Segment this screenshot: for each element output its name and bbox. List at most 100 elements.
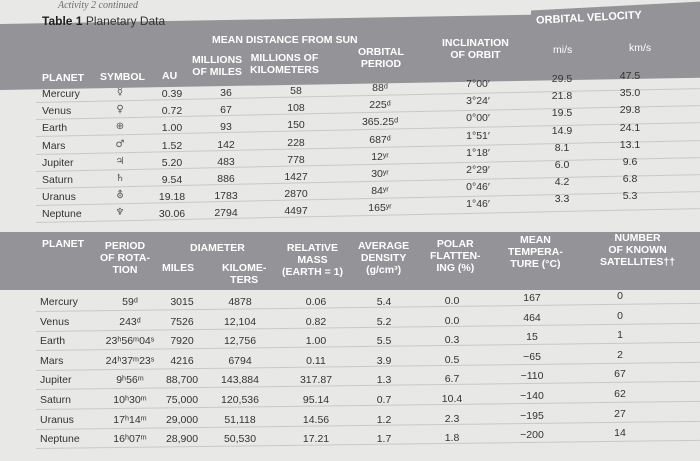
cell-diameter-miles: 88,700 (165, 374, 199, 387)
cell-mean-temperature: −200 (520, 429, 544, 442)
cell-au: 19.18 (158, 191, 186, 204)
table-label: Table 1 (42, 14, 83, 28)
cell-diameter-km: 50,530 (223, 433, 257, 446)
cell-mean-temperature: −65 (523, 350, 541, 363)
cell-diameter-miles: 7526 (170, 315, 194, 328)
header-diameter: DIAMETER (190, 242, 245, 254)
cell-relative-mass: 0.06 (305, 296, 327, 308)
header-relative-mass: RELATIVE MASS (EARTH = 1) (282, 242, 343, 278)
cell-period: 12ʸʳ (371, 150, 389, 163)
cell-relative-mass: 95.14 (302, 394, 330, 406)
cell-mean-temperature: 464 (523, 311, 541, 324)
cell-mean-temperature: 15 (526, 331, 538, 344)
cell-planet: Mars (42, 139, 66, 152)
cell-diameter-km: 4878 (228, 296, 252, 308)
cell-diameter-miles: 29,000 (165, 413, 199, 426)
cell-rotation: 16ʰ07ᵐ (113, 433, 147, 446)
cell-symbol: ♃ (115, 155, 125, 167)
cell-polar-flattening: 0.5 (444, 353, 460, 366)
cell-period: 365.25ᵈ (361, 116, 399, 129)
cell-au: 30.06 (158, 208, 186, 221)
cell-miles: 67 (220, 104, 232, 117)
cell-velocity-kmps: 13.1 (619, 138, 641, 151)
cell-au: 0.39 (161, 88, 183, 100)
cell-polar-flattening: 0.0 (444, 314, 460, 327)
cell-inclination: 3°24′ (466, 95, 490, 108)
cell-satellites: 27 (614, 407, 626, 420)
cell-rotation: 24ʰ37ᵐ23ˢ (105, 354, 155, 367)
cell-km: 150 (287, 119, 305, 132)
cell-km: 2870 (284, 188, 308, 201)
cell-velocity-kmps: 6.8 (622, 173, 638, 186)
cell-velocity-kmps: 47.5 (619, 70, 641, 82)
cell-satellites: 2 (617, 348, 623, 361)
cell-inclination: 0°46′ (466, 181, 490, 194)
cell-relative-mass: 1.00 (305, 335, 327, 348)
cell-miles: 2794 (214, 207, 238, 220)
cell-rotation: 10ʰ30ᵐ (113, 394, 147, 406)
cell-symbol: ♀ (116, 104, 124, 116)
cell-density: 5.4 (376, 296, 392, 308)
cell-mean-temperature: −195 (520, 409, 544, 422)
cell-rotation: 59ᵈ (122, 296, 138, 308)
cell-polar-flattening: 10.4 (441, 393, 463, 405)
cell-planet: Earth (40, 335, 66, 348)
row-divider (36, 156, 700, 172)
cell-planet: Uranus (40, 413, 74, 426)
cell-mean-temperature: −140 (520, 390, 544, 402)
cell-velocity-mps: 8.1 (554, 141, 570, 154)
cell-rotation: 243ᵈ (119, 315, 141, 328)
cell-diameter-km: 12,104 (223, 315, 257, 328)
cell-polar-flattening: 6.7 (444, 373, 460, 386)
header-diameter-miles: MILES (162, 262, 195, 274)
cell-density: 1.3 (376, 374, 392, 387)
cell-planet: Neptune (42, 208, 82, 221)
cell-km: 1427 (284, 171, 308, 183)
cell-diameter-miles: 7920 (170, 335, 194, 348)
cell-velocity-kmps: 29.8 (619, 104, 641, 117)
cell-velocity-kmps: 24.1 (619, 121, 641, 134)
cell-velocity-kmps: 5.3 (622, 190, 638, 203)
header-polar-flattening: POLAR FLATTEN- ING (%) (430, 238, 481, 274)
cell-km: 58 (290, 85, 302, 97)
cell-symbol: ⊕ (115, 121, 125, 133)
header-kmps: km/s (629, 42, 652, 54)
cell-planet: Jupiter (42, 156, 74, 169)
header-symbol: SYMBOL (100, 71, 145, 83)
cell-miles: 1783 (214, 190, 238, 203)
cell-satellites: 0 (617, 290, 623, 302)
cell-velocity-mps: 19.5 (551, 107, 573, 120)
cell-km: 778 (287, 153, 305, 166)
cell-diameter-km: 12,756 (223, 335, 257, 348)
cell-period: 30ʸʳ (371, 168, 389, 180)
cell-period: 88ᵈ (372, 82, 388, 94)
cell-miles: 483 (217, 155, 235, 168)
cell-period: 165ʸʳ (368, 202, 392, 215)
header-millions-km: MILLIONS OF KILOMETERS (250, 52, 319, 76)
header-orbital-period: ORBITAL PERIOD (358, 46, 404, 70)
cell-satellites: 1 (617, 329, 623, 342)
header-planet-2: PLANET (42, 238, 84, 250)
cell-polar-flattening: 0.3 (444, 334, 460, 347)
cell-density: 5.2 (376, 315, 392, 328)
cell-density: 0.7 (376, 394, 392, 406)
header-millions-miles: MILLIONS OF MILES (192, 54, 243, 78)
cell-au: 1.00 (161, 122, 183, 135)
cell-period: 687ᵈ (369, 133, 391, 146)
cell-planet: Uranus (42, 191, 76, 204)
cell-planet: Earth (42, 122, 68, 135)
cell-inclination: 7°00′ (466, 78, 490, 90)
cell-velocity-mps: 6.0 (554, 159, 570, 171)
table-title: Table 1 Planetary Data (42, 14, 165, 28)
header-diameter-km: KILOME- TERS (222, 262, 267, 286)
cell-diameter-km: 120,536 (221, 394, 259, 406)
cell-planet: Saturn (42, 174, 73, 186)
bottom-header-band (0, 232, 700, 290)
cell-planet: Venus (42, 105, 72, 118)
cell-au: 9.54 (161, 174, 183, 186)
cell-km: 108 (287, 102, 305, 115)
header-period-rotation: PERIOD OF ROTA- TION (100, 240, 150, 276)
cell-au: 1.52 (161, 139, 183, 152)
cell-inclination: 2°29′ (466, 164, 490, 176)
row-divider (36, 174, 700, 189)
